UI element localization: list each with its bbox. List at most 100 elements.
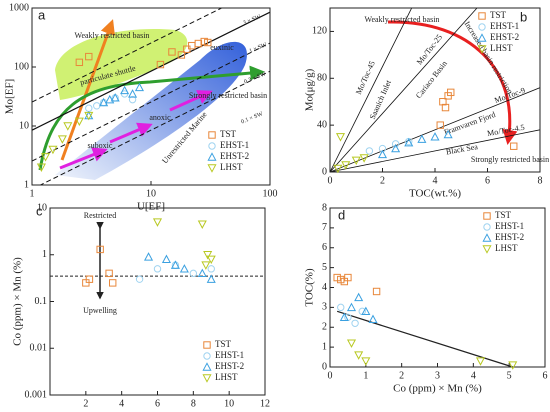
sw-label: 0.1 × SW (240, 111, 264, 125)
y-tick-label: 1 (24, 179, 29, 190)
annotation: Upwelling (83, 306, 117, 315)
point (134, 82, 145, 92)
point (201, 261, 211, 270)
legend-marker (478, 23, 486, 31)
x-tick-label: 4 (471, 370, 476, 381)
legend-marker (207, 164, 217, 173)
legend-label: EHST-1 (490, 21, 519, 31)
y-tick-label: 120 (312, 26, 327, 37)
point (75, 58, 84, 67)
point (93, 102, 101, 110)
point (85, 275, 94, 283)
x-axis-label: Co (ppm) × Mn (%) (393, 383, 482, 395)
point (436, 121, 444, 129)
y-tick-label: 0 (322, 361, 327, 372)
point (365, 147, 374, 155)
sw-line (32, 42, 270, 162)
point (204, 38, 212, 47)
legend-label: TST (220, 129, 237, 139)
legend-label: LHST (220, 162, 243, 172)
x-tick-label: 12 (260, 398, 270, 409)
point (361, 357, 371, 366)
panel: 3 × SW1 × SW0.3 × SW0.1 × SW1 10 100110100… (4, 2, 278, 212)
panel: 2 4 6 8 10 12 0.001 0.01 0.1 1 10 Al (%) Co (ppm) × … (12, 202, 270, 412)
point (153, 265, 162, 273)
point (36, 163, 46, 172)
point (206, 255, 216, 265)
y-tick-label: 3 (322, 302, 327, 313)
point (84, 111, 94, 121)
y-tick-label: 1 (42, 249, 47, 260)
panel: 0 1 2 3 4 5 6 0 1 2 3 4 5 6 7 8 Co (ppm) × Mn (%) TOC(%) d… (304, 202, 548, 394)
panel-letter: a (38, 7, 46, 22)
annotation: euxinic (210, 43, 234, 52)
legend-label: EHST-2 (220, 151, 249, 161)
legend-marker (208, 131, 216, 139)
legend-marker (203, 352, 211, 360)
trend-line (336, 310, 513, 368)
point (447, 88, 455, 97)
point (161, 254, 171, 263)
point (443, 129, 453, 139)
point (361, 306, 371, 316)
legend-marker (208, 142, 216, 150)
annotation: Strongly restricted basin (471, 155, 549, 164)
ratio-line (330, 87, 540, 172)
x-tick-label: 6 (543, 370, 548, 381)
point (63, 122, 73, 131)
y-tick-label: 0.001 (25, 389, 48, 400)
point (156, 60, 165, 69)
x-tick-label: 3 (435, 370, 440, 381)
annotation: Restricted (84, 211, 116, 220)
point (57, 135, 67, 144)
legend-label: EHST-1 (215, 350, 244, 360)
y-tick-label: 7 (322, 222, 327, 233)
y-tick-label: 80 (317, 73, 327, 84)
x-tick-label: 2 (399, 370, 404, 381)
sw-line (32, 8, 223, 103)
point (120, 85, 130, 95)
point (135, 275, 144, 283)
point (206, 274, 216, 283)
point (346, 302, 357, 312)
ratio-label: Mo/Toc-45 (354, 60, 377, 96)
sw-line (39, 70, 270, 185)
annotation: Strongly restricted basin (189, 91, 267, 100)
point (391, 140, 400, 148)
legend-label: TST (215, 339, 232, 349)
point (372, 287, 381, 296)
point (48, 145, 58, 155)
x-tick-label: 0 (328, 175, 333, 186)
point (344, 273, 352, 282)
plot-area (330, 8, 540, 172)
point (85, 104, 93, 112)
y-tick-label: 10 (19, 120, 29, 131)
legend-marker (482, 233, 492, 242)
y-tick-label: 10 (37, 202, 47, 213)
point (346, 339, 357, 348)
legend-label: EHST-2 (490, 32, 519, 42)
point (128, 95, 137, 104)
legend-label: EHST-1 (220, 140, 249, 150)
point (105, 269, 113, 278)
y-tick-label: 1 (322, 341, 327, 352)
legend-marker (477, 45, 487, 54)
point (337, 303, 345, 312)
legend-label: LHST (495, 243, 518, 253)
y-tick-label: 0.1 (35, 296, 48, 307)
point (354, 292, 364, 302)
panel-letter: d (338, 207, 345, 222)
plot-area (32, 8, 270, 185)
point (359, 154, 369, 163)
x-tick-label: 4 (433, 175, 438, 186)
x-tick-label: 100 (263, 188, 278, 199)
legend-label: TST (490, 10, 507, 20)
legend-marker (483, 223, 491, 231)
y-axis-label: Mo(μg/g) (304, 68, 316, 111)
point (203, 251, 213, 260)
point (109, 279, 117, 287)
point (391, 143, 401, 153)
y-tick-label: 2 (322, 322, 327, 333)
point (430, 132, 440, 141)
